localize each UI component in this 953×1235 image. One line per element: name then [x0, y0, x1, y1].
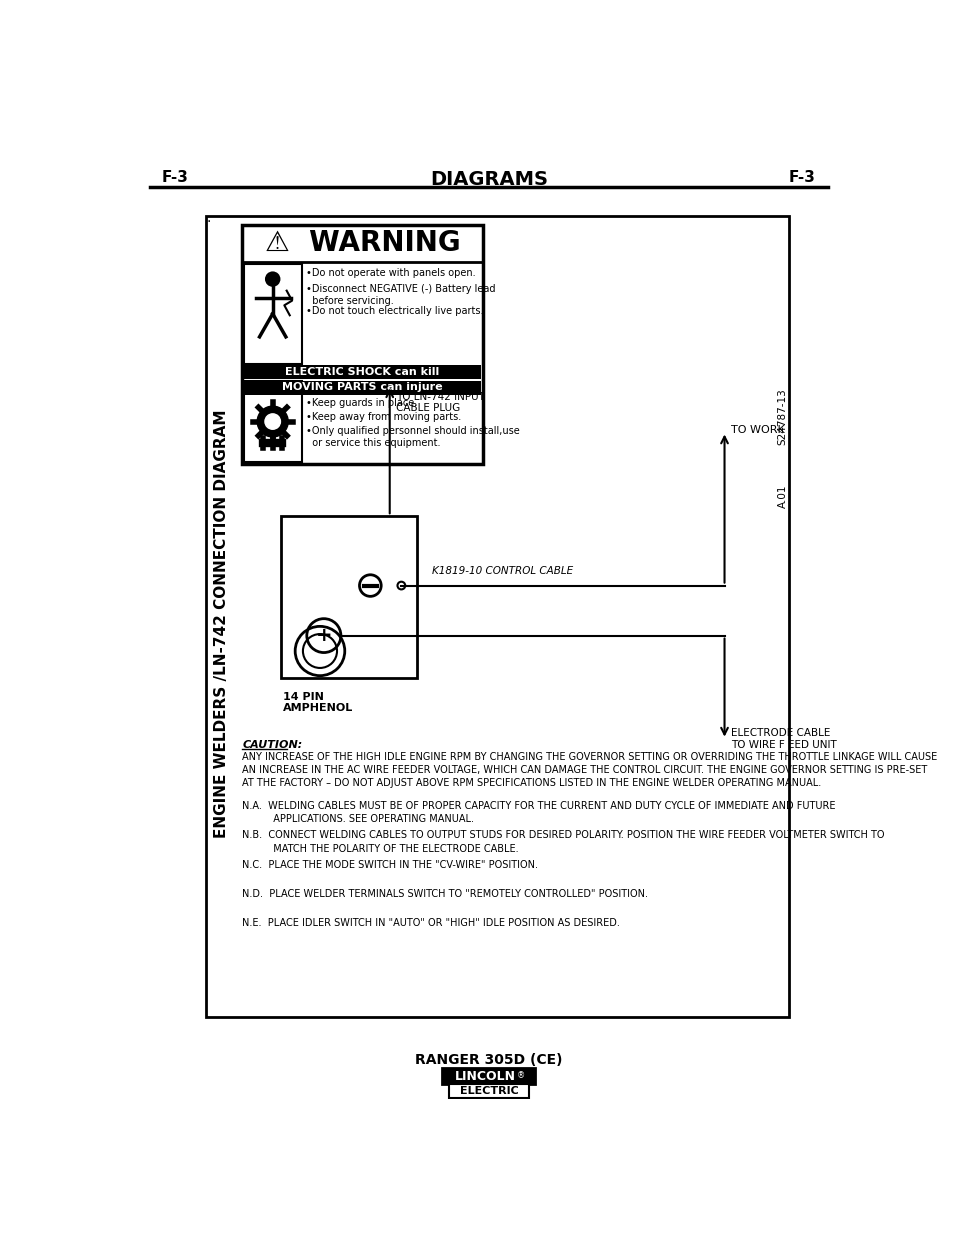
Text: ELECTRIC: ELECTRIC [459, 1086, 517, 1095]
Text: A.01: A.01 [777, 484, 787, 508]
Text: •Do not touch electrically live parts.: •Do not touch electrically live parts. [306, 306, 483, 316]
Text: TO LN-742 INPUT
CABLE PLUG: TO LN-742 INPUT CABLE PLUG [395, 391, 484, 414]
Bar [442, 1068, 535, 1084]
Text: .: . [206, 211, 211, 225]
Text: DIAGRAMS: DIAGRAMS [430, 169, 547, 189]
Circle shape [257, 406, 288, 437]
Text: CAUTION:: CAUTION: [242, 740, 302, 750]
Bar [242, 225, 482, 464]
Bar [448, 1084, 529, 1098]
Text: •Keep away from moving parts.: •Keep away from moving parts. [306, 412, 461, 422]
Text: F-3: F-3 [788, 169, 815, 185]
Text: RANGER 305D (CE): RANGER 305D (CE) [415, 1053, 562, 1067]
Text: •Only qualified personnel should install,use
  or service this equipment.: •Only qualified personnel should install… [306, 426, 519, 448]
Text: ENGINE WELDERS /LN-742 CONNECTION DIAGRAM: ENGINE WELDERS /LN-742 CONNECTION DIAGRA… [213, 410, 229, 839]
Text: LINCOLN: LINCOLN [454, 1070, 515, 1083]
Text: N.E.  PLACE IDLER SWITCH IN "AUTO" OR "HIGH" IDLE POSITION AS DESIRED.: N.E. PLACE IDLER SWITCH IN "AUTO" OR "HI… [242, 918, 619, 929]
Text: +: + [315, 626, 332, 645]
Text: MOVING PARTS can injure: MOVING PARTS can injure [282, 383, 442, 393]
Text: ®: ® [517, 1072, 525, 1081]
Text: ANY INCREASE OF THE HIGH IDLE ENGINE RPM BY CHANGING THE GOVERNOR SETTING OR OVE: ANY INCREASE OF THE HIGH IDLE ENGINE RPM… [242, 752, 937, 788]
Text: N.B.  CONNECT WELDING CABLES TO OUTPUT STUDS FOR DESIRED POLARITY. POSITION THE : N.B. CONNECT WELDING CABLES TO OUTPUT ST… [242, 830, 884, 853]
Circle shape [265, 414, 280, 430]
Text: •Do not operate with panels open.: •Do not operate with panels open. [306, 268, 476, 278]
Text: N.C.  PLACE THE MODE SWITCH IN THE "CV-WIRE" POSITION.: N.C. PLACE THE MODE SWITCH IN THE "CV-WI… [242, 860, 537, 869]
Text: F-3: F-3 [162, 169, 189, 185]
Text: ELECTRIC SHOCK can kill: ELECTRIC SHOCK can kill [285, 367, 439, 377]
Text: K1819-10 CONTROL CABLE: K1819-10 CONTROL CABLE [432, 567, 573, 577]
Text: TO WORK: TO WORK [730, 425, 783, 436]
Bar [244, 264, 302, 364]
Text: N.A.  WELDING CABLES MUST BE OF PROPER CAPACITY FOR THE CURRENT AND DUTY CYCLE O: N.A. WELDING CABLES MUST BE OF PROPER CA… [242, 802, 835, 824]
Circle shape [265, 272, 280, 287]
Text: ⚠  WARNING: ⚠ WARNING [265, 228, 460, 257]
Bar [244, 366, 480, 379]
Bar [206, 216, 788, 1016]
Text: 14 PIN
AMPHENOL: 14 PIN AMPHENOL [282, 692, 353, 714]
Text: •Disconnect NEGATIVE (-) Battery lead
  before servicing.: •Disconnect NEGATIVE (-) Battery lead be… [306, 284, 495, 306]
Bar [281, 516, 416, 678]
Text: •Keep guards in place.: •Keep guards in place. [306, 399, 416, 409]
Bar [244, 380, 302, 462]
Text: N.D.  PLACE WELDER TERMINALS SWITCH TO "REMOTELY CONTROLLED" POSITION.: N.D. PLACE WELDER TERMINALS SWITCH TO "R… [242, 889, 648, 899]
Text: ELECTRODE CABLE
TO WIRE F EED UNIT: ELECTRODE CABLE TO WIRE F EED UNIT [730, 727, 836, 750]
Bar [244, 380, 480, 395]
Text: S24787-13: S24787-13 [777, 388, 787, 445]
